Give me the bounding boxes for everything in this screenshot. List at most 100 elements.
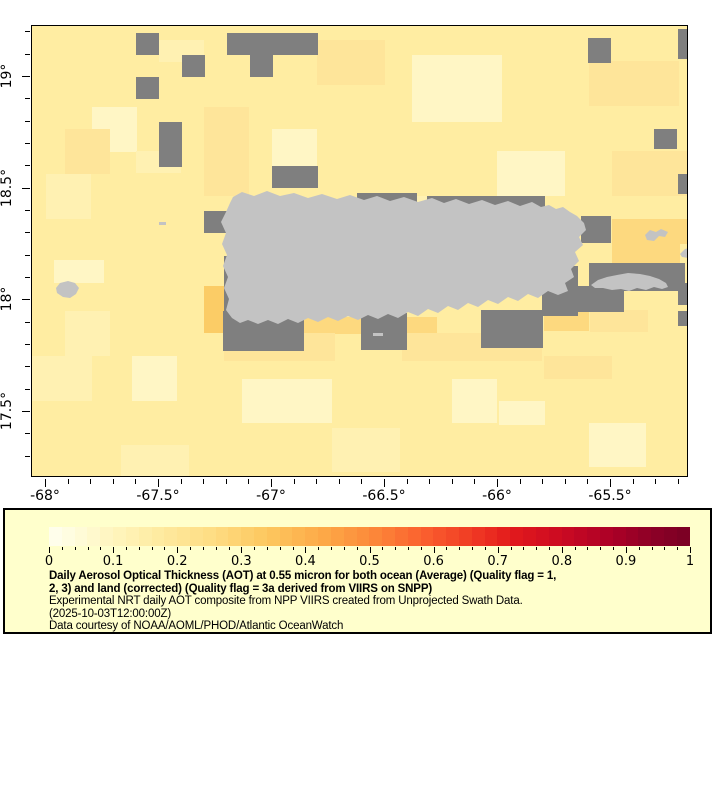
colorbar-major-tick <box>49 547 50 553</box>
ocean-shade-cell <box>612 244 680 266</box>
colorbar-tick-label: 1 <box>685 554 695 569</box>
colorbar-minor-tick <box>510 547 512 550</box>
y-axis-minor-tick <box>25 98 30 100</box>
colorbar-segment <box>625 527 639 546</box>
colorbar-minor-tick <box>382 547 384 550</box>
ocean-shade-cell <box>332 428 400 472</box>
ocean-shade-cell <box>204 286 227 333</box>
colorbar-segment <box>459 527 472 546</box>
y-axis-minor-tick <box>25 53 30 55</box>
y-axis-minor-tick <box>25 321 30 323</box>
colorbar-segment <box>266 527 280 546</box>
island-caja-de-muertos <box>373 333 383 336</box>
colorbar-major-tick <box>177 547 179 553</box>
colorbar-minor-tick <box>574 547 576 550</box>
ocean-shade-cell <box>242 379 332 423</box>
caption-subtitle: Experimental NRT daily AOT composite fro… <box>49 595 523 608</box>
missing-data-cell <box>227 33 318 55</box>
x-axis-minor-tick <box>67 478 69 484</box>
ocean-shade-cell <box>295 317 361 334</box>
caption-credit: Data courtesy of NOAA/AOML/PHOD/Atlantic… <box>49 620 344 633</box>
x-axis-minor-tick <box>361 478 363 484</box>
colorbar-segment <box>599 527 613 546</box>
ocean-shade-cell <box>32 356 92 401</box>
ocean-shade-cell <box>589 61 679 106</box>
x-axis-major-tick <box>158 478 159 487</box>
ocean-shade-cell <box>317 40 385 85</box>
colorbar-segment <box>177 527 190 546</box>
colorbar-minor-tick <box>61 547 63 550</box>
colorbar-segment <box>74 527 88 546</box>
colorbar-tick-label: 0.7 <box>487 554 509 569</box>
y-axis-minor-tick <box>25 31 30 33</box>
colorbar-major-tick <box>497 547 499 553</box>
colorbar-minor-tick <box>664 547 666 550</box>
y-axis-minor-tick <box>25 120 30 122</box>
ocean-shade-cell <box>132 356 177 401</box>
colorbar-segment <box>369 527 383 546</box>
colorbar-minor-tick <box>613 547 615 550</box>
colorbar-minor-tick <box>215 547 217 550</box>
x-axis-minor-tick <box>225 478 227 484</box>
colorbar-segment <box>612 527 626 546</box>
x-axis-minor-tick <box>90 478 92 484</box>
x-axis-minor-tick <box>429 478 431 484</box>
y-axis-major-tick <box>22 410 30 412</box>
x-axis-minor-tick <box>587 478 589 484</box>
x-axis-tick-label: -68° <box>30 488 60 504</box>
ocean-shade-cell <box>121 445 189 476</box>
colorbar-minor-tick <box>459 547 461 550</box>
x-axis-major-tick <box>384 478 385 487</box>
y-axis-minor-tick <box>25 232 30 234</box>
colorbar-minor-tick <box>446 547 448 550</box>
y-axis-major-tick <box>22 187 30 189</box>
legend-caption: Daily Aerosol Optical Thickness (AOT) at… <box>49 570 556 633</box>
x-axis-major-tick <box>271 478 272 487</box>
caption-title-line-2: 2, 3) and land (corrected) (Quality flag… <box>49 582 433 595</box>
y-axis-minor-tick <box>25 209 30 211</box>
missing-data-cell <box>581 216 611 243</box>
ocean-shade-cell <box>589 423 646 467</box>
ocean-shade-cell <box>54 260 104 283</box>
colorbar-segment <box>420 527 434 546</box>
colorbar-segment <box>292 527 306 546</box>
colorbar-segment <box>49 527 62 546</box>
ocean-shade-cell <box>406 317 437 334</box>
colorbar-segment <box>510 527 524 546</box>
y-axis-minor-tick <box>25 366 30 368</box>
x-axis-minor-tick <box>451 478 453 484</box>
missing-data-cell <box>204 211 227 233</box>
colorbar-minor-tick <box>651 547 653 550</box>
colorbar-segment <box>587 527 600 546</box>
x-axis-tick-label: -67° <box>256 488 286 504</box>
missing-data-cell <box>654 129 677 149</box>
y-axis-minor-tick <box>25 455 30 457</box>
colorbar-major-tick <box>241 547 243 553</box>
colorbar-segment <box>394 527 408 546</box>
y-axis-minor-tick <box>25 276 30 278</box>
x-axis-major-tick <box>45 478 46 487</box>
y-axis-minor-tick <box>25 165 30 167</box>
island-culebra <box>645 229 668 241</box>
colorbar-segment <box>305 527 319 546</box>
y-axis-minor-tick <box>25 254 30 256</box>
colorbar-segment <box>356 527 370 546</box>
colorbar-tick-label: 0.6 <box>423 554 444 569</box>
ocean-shade-cell <box>497 151 565 196</box>
x-axis-tick-label: -66° <box>482 488 512 504</box>
colorbar-segment <box>215 527 229 546</box>
island-puerto-rico <box>221 191 586 324</box>
x-axis-minor-tick <box>677 478 679 484</box>
colorbar-tick-label: 0.8 <box>551 554 573 569</box>
caption-title-line-1: Daily Aerosol Optical Thickness (AOT) at… <box>49 570 557 582</box>
ocean-shade-cell <box>590 310 648 332</box>
x-axis-minor-tick <box>135 478 137 484</box>
ocean-shade-cell <box>412 55 502 122</box>
colorbar-segment <box>382 527 395 546</box>
x-axis-tick-label: -67.5° <box>136 488 180 504</box>
aot-map-plot <box>31 25 688 477</box>
x-axis-minor-tick <box>338 478 340 484</box>
colorbar-segment <box>189 527 203 546</box>
colorbar-minor-tick <box>472 547 474 550</box>
